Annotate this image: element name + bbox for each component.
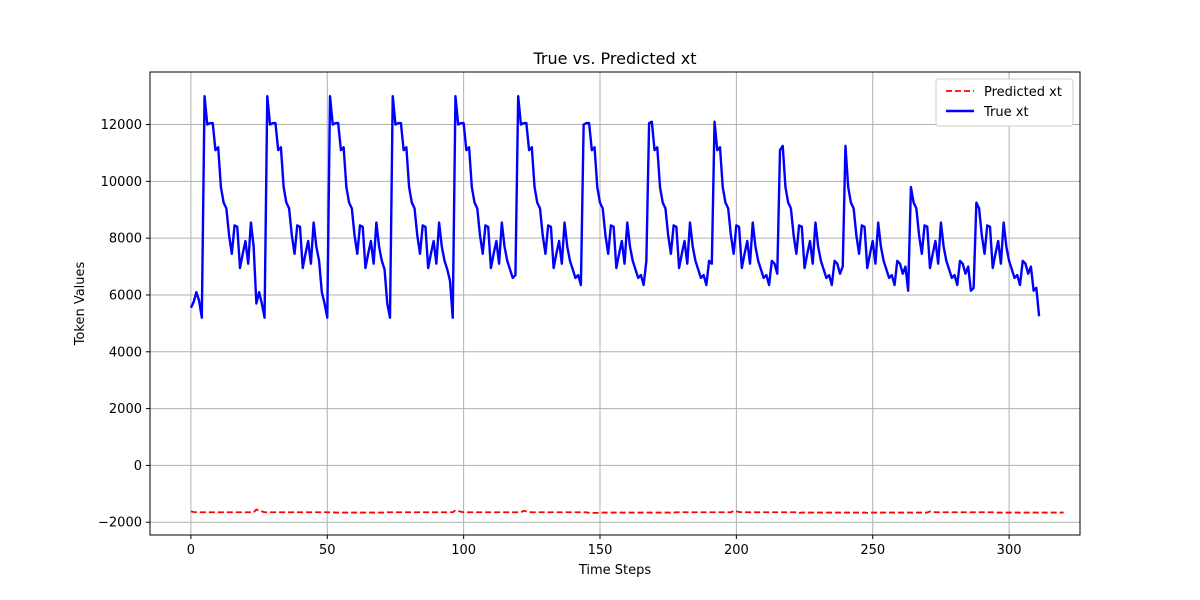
x-tick-label: 200 bbox=[724, 543, 749, 558]
ticks: 0 50 100 150 200 250 300 −2000 0 2000 4000 6000 8000… bbox=[98, 118, 1021, 558]
y-tick-label: 12000 bbox=[101, 118, 142, 133]
true-xt-line bbox=[189, 94, 1041, 319]
y-tick-label: 4000 bbox=[109, 345, 142, 360]
x-tick-label: 50 bbox=[319, 543, 336, 558]
x-tick-label: 100 bbox=[451, 543, 476, 558]
legend-label-true: True xt bbox=[983, 105, 1029, 120]
series-layer bbox=[189, 94, 1064, 514]
predicted-xt-line bbox=[190, 508, 1064, 514]
x-tick-label: 250 bbox=[860, 543, 885, 558]
x-tick-label: 300 bbox=[997, 543, 1022, 558]
y-tick-label: −2000 bbox=[98, 516, 142, 531]
y-tick-label: 6000 bbox=[109, 288, 142, 303]
legend: Predicted xt True xt bbox=[935, 78, 1074, 127]
legend-label-predicted: Predicted xt bbox=[984, 85, 1062, 100]
legend-box bbox=[935, 78, 1074, 127]
y-tick-label: 10000 bbox=[101, 175, 142, 190]
x-axis-label: Time Steps bbox=[578, 563, 652, 578]
x-tick-label: 150 bbox=[588, 543, 613, 558]
grid bbox=[150, 72, 1080, 535]
chart-title: True vs. Predicted xt bbox=[533, 49, 697, 68]
y-tick-label: 0 bbox=[134, 459, 142, 474]
x-tick-label: 0 bbox=[187, 543, 195, 558]
y-axis-label: Token Values bbox=[73, 261, 88, 346]
y-tick-label: 2000 bbox=[109, 402, 142, 417]
plot-frame bbox=[149, 71, 1081, 536]
y-tick-label: 8000 bbox=[109, 232, 142, 247]
